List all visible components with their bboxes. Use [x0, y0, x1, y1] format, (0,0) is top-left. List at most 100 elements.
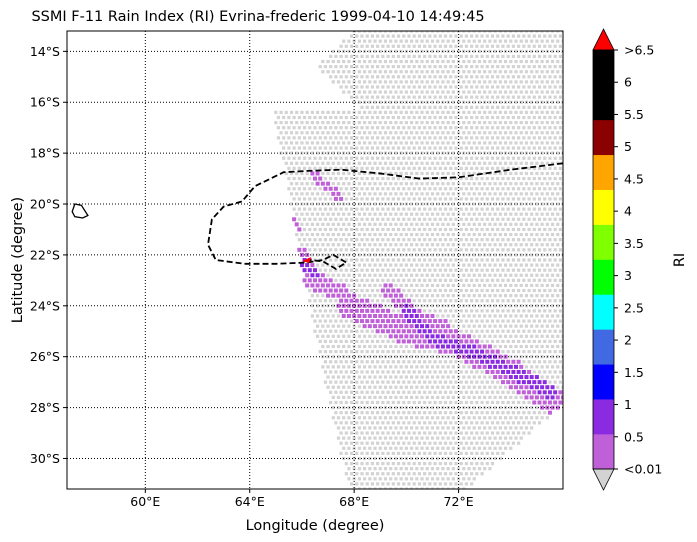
swath-cell [470, 248, 474, 252]
swath-cell [503, 385, 508, 389]
swath-cell [409, 395, 414, 399]
swath-cell [530, 263, 534, 267]
rain-cell [542, 390, 547, 395]
rain-cell [297, 227, 302, 232]
swath-cell [511, 105, 515, 109]
swath-cell [386, 65, 390, 69]
swath-cell [430, 212, 435, 216]
swath-cell [517, 34, 521, 38]
swath-cell [564, 75, 567, 78]
swath-cell [378, 80, 382, 84]
swath-cell [402, 350, 406, 354]
swath-cell [360, 65, 364, 69]
swath-cell [279, 151, 283, 155]
swath-cell [485, 34, 489, 38]
swath-cell [537, 319, 542, 323]
swath-cell [389, 304, 393, 308]
swath-cell [394, 232, 398, 237]
rain-cell [521, 369, 526, 374]
swath-cell [425, 141, 429, 145]
swath-cell [373, 375, 377, 379]
swath-cell [355, 115, 359, 120]
swath-cell [472, 477, 476, 481]
swath-cell [558, 217, 562, 221]
swath-cell [420, 243, 424, 247]
swath-cell [496, 65, 500, 69]
swath-cell [342, 375, 346, 379]
swath-cell [402, 461, 406, 466]
swath-cell [344, 176, 348, 181]
swath-cell [329, 299, 333, 303]
swath-cell [467, 436, 471, 440]
swath-cell [490, 268, 495, 272]
swath-cell [462, 141, 466, 145]
swath-cell [532, 146, 536, 150]
swath-cell [420, 263, 424, 267]
swath-cell [282, 126, 286, 130]
map-panel: 60°E 64°E 68°E 72°E 14°S16°S18°S20°S22°S24°… [10, 30, 567, 534]
swath-cell [472, 436, 476, 440]
swath-cell [420, 395, 424, 399]
swath-cell [404, 446, 408, 450]
rain-cell [524, 395, 529, 400]
swath-cell [417, 288, 422, 293]
swath-cell [412, 258, 416, 262]
swath-cell [441, 31, 445, 33]
swath-cell [368, 395, 372, 399]
swath-cell [561, 131, 563, 135]
swath-cell [537, 258, 542, 262]
swath-cell [336, 324, 341, 328]
swath-cell [527, 197, 531, 201]
swath-cell [396, 451, 401, 455]
swath-cell [297, 187, 301, 191]
swath-cell [373, 355, 377, 359]
swath-cell [363, 182, 367, 186]
rain-cell [370, 319, 375, 324]
swath-cell [370, 197, 375, 201]
swath-cell [509, 232, 513, 237]
swath-cell [357, 263, 361, 267]
swath-cell [517, 136, 521, 140]
swath-cell [417, 360, 422, 364]
swath-cell [472, 273, 476, 277]
swath-cell [417, 227, 422, 232]
swath-cell [543, 176, 547, 181]
swath-cell [417, 156, 422, 160]
swath-cell [556, 131, 560, 135]
swath-cell [483, 70, 487, 74]
swath-cell [496, 176, 500, 181]
swath-cell [289, 141, 294, 145]
rain-cell [420, 344, 425, 349]
swath-cell [349, 126, 354, 130]
swath-cell [464, 146, 469, 150]
swath-cell [423, 227, 427, 232]
colorbar-tick-label: 1 [624, 397, 632, 412]
swath-cell [383, 121, 388, 125]
swath-cell [365, 339, 369, 344]
swath-cell [464, 288, 469, 293]
rain-cell [414, 344, 419, 349]
swath-cell [428, 299, 432, 303]
swath-cell [490, 156, 495, 160]
swath-cell [396, 34, 401, 38]
swath-cell [462, 416, 466, 420]
swath-cell [509, 263, 513, 267]
swath-cell [402, 166, 406, 170]
swath-cell [464, 156, 469, 160]
swath-cell [344, 238, 348, 242]
swath-cell [477, 131, 482, 135]
swath-cell [556, 182, 560, 186]
rain-cell [534, 395, 539, 400]
swath-cell [378, 294, 382, 298]
swath-cell [415, 477, 419, 481]
swath-cell [402, 441, 406, 445]
swath-cell [313, 299, 317, 303]
swath-cell [423, 238, 427, 242]
swath-cell [357, 426, 361, 430]
swath-cell [318, 238, 322, 242]
swath-cell [509, 405, 513, 410]
swath-cell [396, 54, 401, 59]
swath-cell [561, 212, 563, 216]
swath-cell [394, 263, 398, 267]
swath-cell [381, 472, 385, 476]
